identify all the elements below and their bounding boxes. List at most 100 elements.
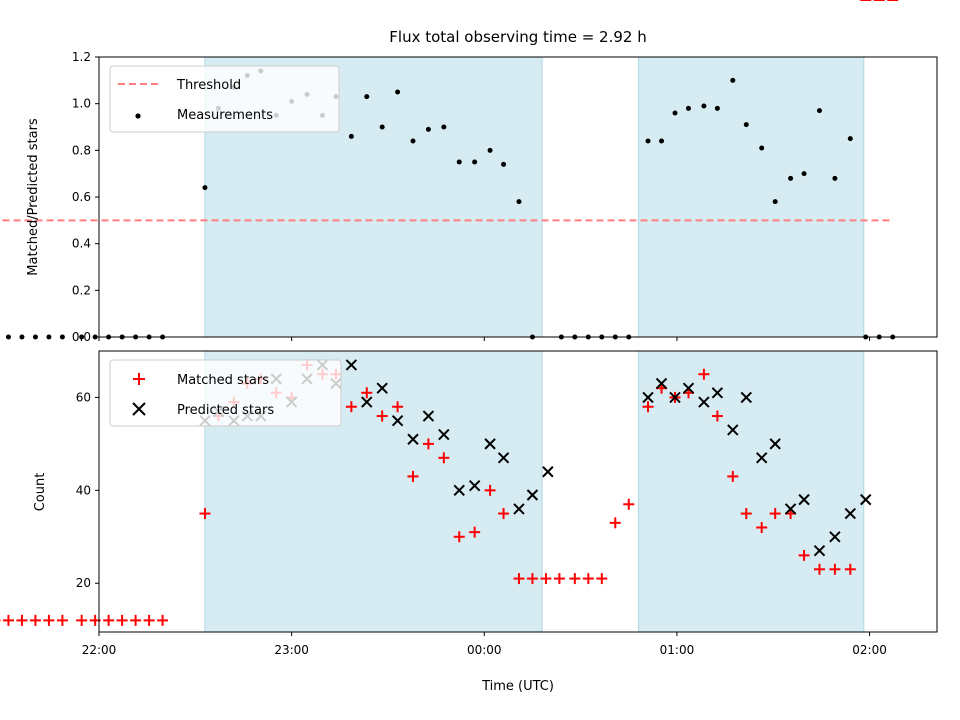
- measurement-point: [730, 77, 736, 83]
- predicted-star-point: [860, 493, 872, 506]
- y-tick-label: 0.4: [72, 237, 91, 251]
- ratio-panel: 0.0 0.2 0.4 0.6 0.8 1.0 1.2 Matched/Predicted …: [0, 50, 938, 344]
- y-tick-label: 0.0: [72, 330, 91, 344]
- measurement-point: [441, 124, 447, 130]
- matched-star-point: [469, 526, 481, 538]
- ratio-x-ticks: [98, 337, 871, 341]
- matched-star-point: [29, 614, 41, 626]
- matched-star-point: [526, 573, 538, 585]
- predicted-star-diag2: [453, 484, 465, 497]
- predicted-star-diag2: [813, 545, 826, 557]
- predicted-star-point: [468, 479, 481, 492]
- predicted-star-point: [769, 438, 781, 450]
- matched-star-point: [16, 614, 28, 626]
- x-tick-label: 22:00: [82, 643, 117, 657]
- predicted-star-diag2: [376, 382, 388, 394]
- predicted-star-diag2: [497, 452, 510, 464]
- matched-star-point: [453, 531, 465, 543]
- predicted-star-diag2: [391, 414, 404, 427]
- predicted-star-diag2: [669, 391, 681, 404]
- predicted-star-diag2: [755, 452, 768, 464]
- predicted-star-point: [727, 424, 739, 436]
- predicted-star-diag2: [784, 503, 797, 515]
- measurement-point: [772, 199, 778, 205]
- matched-star-point: [484, 484, 496, 496]
- matched-star-point: [513, 573, 525, 585]
- matched-star-point: [769, 508, 781, 520]
- y-tick-label: 1.2: [72, 50, 91, 64]
- y-tick-label: 40: [76, 483, 91, 497]
- measurement-point: [685, 105, 691, 111]
- matched-star-point: [553, 573, 565, 585]
- x-tick-label: 01:00: [660, 643, 695, 657]
- legend-measurements-swatch: [135, 113, 141, 119]
- predicted-star-diag2: [484, 438, 496, 450]
- measurement-point: [410, 138, 416, 144]
- predicted-star-point: [784, 503, 797, 515]
- matched-star-point: [422, 438, 434, 450]
- predicted-star-point: [813, 545, 826, 557]
- y-tick-label: 60: [76, 390, 91, 404]
- predicted-star-point: [844, 507, 857, 520]
- matched-star-point: [407, 470, 419, 482]
- predicted-star-diag2: [438, 428, 450, 441]
- measurement-point: [847, 136, 853, 142]
- legend-predicted-swatch: [132, 402, 146, 416]
- x-tick-label: 23:00: [274, 643, 309, 657]
- count-legend-box: [109, 359, 342, 427]
- matched-star-point: [698, 368, 710, 380]
- matched-star-point: [623, 498, 635, 510]
- legend-measurements-label: Measurements: [177, 108, 273, 123]
- matched-star-point: [756, 521, 768, 533]
- predicted-star-diag2: [740, 391, 752, 404]
- matched-star-point: [740, 508, 752, 520]
- predicted-star-point: [669, 391, 681, 404]
- matched-star-point: [540, 573, 552, 585]
- predicted-star-point: [497, 452, 510, 464]
- matched-star-point: [103, 614, 115, 626]
- observing-windows-top: [204, 56, 865, 338]
- measurement-point: [832, 175, 838, 181]
- x-tick-label: 02:00: [852, 643, 887, 657]
- predicted-star-point: [376, 382, 388, 394]
- measurement-point: [743, 122, 749, 128]
- predicted-star-diag2: [727, 424, 739, 436]
- matched-star-point: [596, 573, 608, 585]
- y-tick-label: 0.2: [72, 283, 91, 297]
- measurement-point: [645, 138, 651, 144]
- ratio-y-label: Matched/Predicted stars: [26, 118, 41, 276]
- predicted-star-point: [542, 466, 554, 478]
- predicted-star-diag2: [860, 493, 872, 506]
- predicted-star-point: [391, 414, 404, 427]
- matched-star-point: [438, 452, 450, 464]
- measurement-point: [788, 175, 794, 181]
- measurement-point: [816, 108, 822, 114]
- measurement-point: [659, 138, 665, 144]
- measurement-point: [348, 133, 354, 139]
- predicted-star-diag2: [513, 503, 525, 515]
- matched-star-point: [569, 573, 581, 585]
- predicted-star-diag2: [798, 493, 810, 506]
- measurement-point: [701, 103, 707, 109]
- legend-predicted-label: Predicted stars: [177, 403, 274, 418]
- matched-star-point: [143, 614, 155, 626]
- predicted-star-point: [453, 484, 465, 497]
- predicted-star-point: [422, 410, 435, 422]
- matched-star-point: [642, 401, 654, 413]
- predicted-star-point: [513, 503, 525, 515]
- measurement-point: [801, 171, 807, 177]
- count-y-ticks: 20 40 60: [76, 390, 99, 590]
- measurement-point: [19, 334, 25, 340]
- predicted-star-diag2: [711, 387, 724, 399]
- ratio-legend: Threshold Measurements: [109, 65, 340, 133]
- predicted-star-point: [798, 493, 810, 506]
- predicted-star-diag2: [844, 507, 857, 520]
- matched-star-point: [199, 508, 211, 520]
- predicted-star-point: [740, 391, 752, 404]
- predicted-star-diag2: [361, 396, 373, 408]
- predicted-star-point: [526, 489, 539, 501]
- matched-star-point: [56, 614, 68, 626]
- measurement-point: [79, 334, 85, 340]
- matched-star-point: [361, 387, 373, 399]
- chart-title: Flux total observing time = 2.92 h: [389, 28, 646, 46]
